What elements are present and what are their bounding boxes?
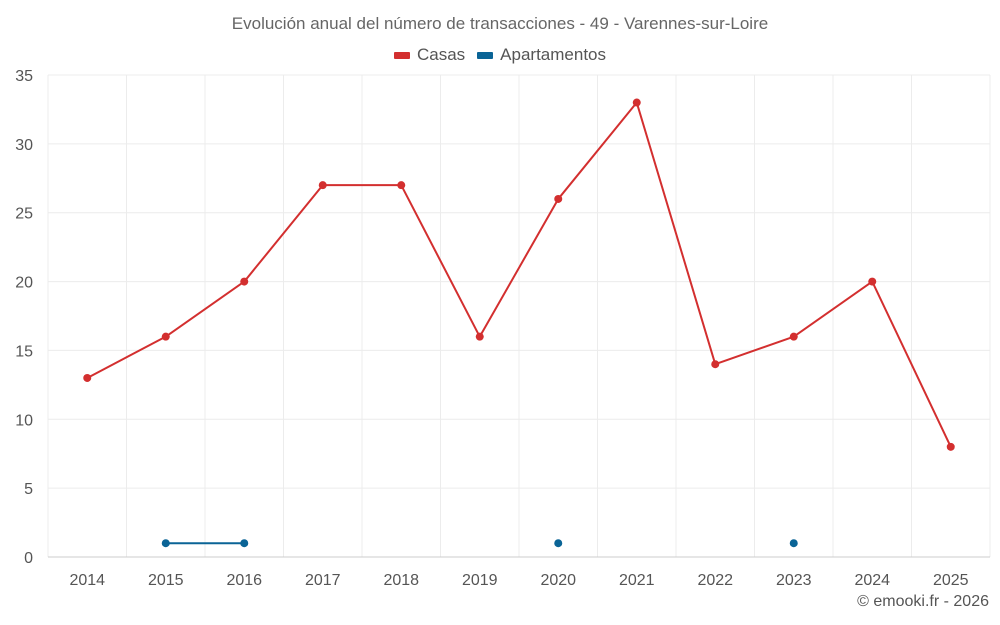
x-tick-label: 2018 (383, 572, 419, 589)
y-tick-label: 5 (24, 481, 33, 498)
x-tick-label: 2017 (305, 572, 341, 589)
y-tick-label: 15 (15, 343, 33, 360)
y-tick-label: 25 (15, 206, 33, 223)
data-point-casas (161, 332, 170, 341)
data-point-casas (318, 181, 327, 190)
legend-label-casas: Casas (416, 45, 466, 64)
series-line-casas (871, 280, 952, 448)
x-tick-label: 2019 (462, 572, 498, 589)
y-tick-label: 20 (15, 275, 33, 292)
y-tick-label: 0 (24, 550, 33, 567)
legend-label-apartamentos: Apartamentos (500, 45, 607, 64)
series-line-casas (400, 184, 481, 338)
series-line-casas (164, 280, 246, 338)
chart-title: Evolución anual del número de transaccio… (231, 14, 769, 33)
legend-swatch-casas (393, 51, 410, 59)
data-point-casas (868, 277, 877, 286)
credit-text: © emooki.fr - 2026 (857, 593, 989, 610)
series-line-casas (478, 197, 560, 338)
legend-item-apartamentos[interactable]: Apartamentos (477, 45, 606, 65)
y-tick-label: 35 (15, 68, 33, 85)
data-point-casas (397, 181, 406, 190)
legend-swatch-apartamentos (477, 51, 494, 59)
series-line-casas (243, 184, 324, 283)
data-point-casas (83, 373, 92, 382)
data-point-casas (554, 194, 563, 203)
data-point-apartamentos (554, 539, 563, 548)
data-point-casas (475, 332, 484, 341)
data-point-casas (711, 360, 720, 369)
series-line-casas (86, 335, 167, 379)
data-point-apartamentos (789, 539, 798, 548)
chart-legend: Casas Apartamentos (0, 45, 1000, 65)
series-line-casas (714, 335, 795, 366)
data-point-apartamentos (161, 539, 170, 548)
x-tick-label: 2016 (226, 572, 262, 589)
x-tick-label: 2025 (933, 572, 969, 589)
series-line-casas (635, 101, 717, 366)
x-tick-label: 2022 (697, 572, 733, 589)
y-tick-label: 30 (15, 137, 33, 154)
data-point-casas (240, 277, 249, 286)
series-line-casas (557, 101, 638, 200)
y-tick-label: 10 (15, 412, 33, 429)
x-tick-label: 2015 (148, 572, 184, 589)
data-point-casas (789, 332, 798, 341)
series-line-casas (792, 280, 874, 338)
x-tick-label: 2024 (854, 572, 890, 589)
data-point-apartamentos (240, 539, 249, 548)
legend-item-casas[interactable]: Casas (393, 45, 466, 65)
x-tick-label: 2023 (776, 572, 812, 589)
x-tick-label: 2020 (540, 572, 576, 589)
x-tick-label: 2014 (69, 572, 105, 589)
data-point-casas (946, 442, 955, 451)
data-point-casas (632, 98, 641, 107)
x-tick-label: 2021 (619, 572, 655, 589)
